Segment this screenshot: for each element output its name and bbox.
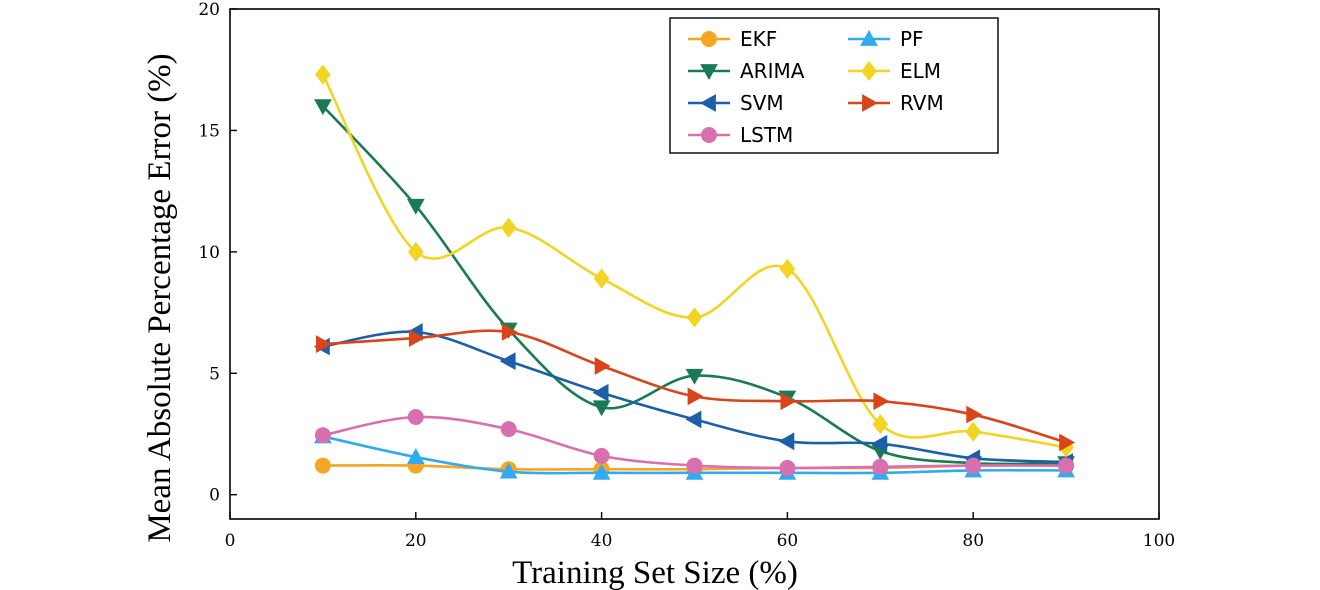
y-tick-label: 10	[198, 243, 220, 263]
y-tick-label: 5	[209, 364, 220, 384]
x-tick-label: 100	[1143, 531, 1175, 551]
legend-label-lstm: LSTM	[740, 123, 793, 147]
data-point-elm	[593, 268, 610, 289]
data-point-lstm	[1058, 457, 1075, 474]
data-point-elm	[965, 421, 982, 442]
data-point-arima	[314, 99, 332, 116]
legend-marker-rvm	[862, 94, 879, 112]
legend-item-arima: ARIMA	[688, 59, 805, 83]
series-rvm	[316, 323, 1076, 452]
data-point-elm	[779, 258, 796, 279]
data-point-rvm	[594, 357, 611, 375]
data-point-arima	[592, 400, 611, 417]
data-point-svm	[778, 432, 795, 451]
data-point-rvm	[966, 405, 983, 424]
data-point-arima	[406, 198, 425, 215]
data-point-svm	[685, 410, 702, 429]
y-tick-label: 0	[209, 486, 220, 506]
series-line-arima	[321, 105, 1067, 466]
legend-marker-arima	[700, 64, 718, 81]
x-tick-label: 60	[777, 531, 799, 551]
x-tick-label: 20	[405, 531, 427, 551]
axis-ticks: 0 20 40 60 80 100 0 5 10 15 20	[198, 0, 1175, 551]
data-point-elm	[686, 307, 703, 328]
legend-item-rvm: RVM	[848, 91, 944, 115]
data-point-lstm	[500, 421, 517, 438]
data-point-lstm	[872, 458, 889, 475]
legend-item-pf: PF	[848, 27, 924, 51]
data-point-rvm	[1059, 433, 1076, 452]
data-point-lstm	[779, 460, 796, 476]
series-layer	[313, 64, 1076, 480]
legend-label-ekf: EKF	[740, 27, 777, 51]
legend-label-svm: SVM	[740, 91, 784, 115]
series-lstm	[314, 409, 1075, 476]
data-point-rvm	[780, 392, 797, 411]
legend-item-svm: SVM	[688, 91, 784, 115]
legend-marker-elm	[861, 60, 877, 82]
data-point-rvm	[873, 392, 890, 411]
data-point-pf	[499, 462, 518, 479]
data-point-elm	[315, 64, 331, 85]
y-tick-label: 15	[198, 121, 220, 141]
legend-item-lstm: LSTM	[688, 123, 793, 147]
data-point-pf	[592, 463, 611, 480]
plot-frame	[229, 8, 1160, 520]
legend-frame	[669, 17, 999, 154]
legend-item-elm: ELM	[848, 59, 941, 83]
x-tick-label: 0	[225, 531, 236, 551]
data-point-lstm	[686, 457, 703, 474]
legend-marker-ekf	[701, 31, 717, 47]
data-point-svm	[871, 434, 888, 453]
legend-label-elm: ELM	[900, 59, 941, 83]
data-point-pf	[406, 448, 425, 464]
data-point-ekf	[314, 457, 331, 474]
data-point-elm	[407, 241, 424, 262]
legend-label-arima: ARIMA	[740, 59, 805, 83]
legend-marker-pf	[860, 29, 878, 46]
data-point-rvm	[501, 323, 518, 341]
data-point-lstm	[593, 447, 610, 464]
x-tick-label: 40	[591, 531, 613, 551]
data-point-svm	[592, 383, 609, 402]
y-axis-title: Mean Absolute Percentage Error (%)	[142, 53, 178, 542]
x-tick-label: 80	[962, 531, 984, 551]
data-point-rvm	[687, 387, 704, 406]
legend-marker-lstm	[701, 127, 717, 143]
data-point-lstm	[314, 427, 331, 444]
data-point-rvm	[316, 335, 332, 353]
legend-label-pf: PF	[900, 27, 924, 51]
x-axis-title: Training Set Size (%)	[512, 555, 798, 590]
series-elm	[315, 64, 1074, 458]
data-point-svm	[499, 352, 516, 370]
legend-item-ekf: EKF	[688, 27, 777, 51]
data-point-arima	[685, 368, 704, 385]
data-point-lstm	[965, 457, 982, 474]
legend-label-rvm: RVM	[900, 91, 944, 115]
data-point-rvm	[408, 329, 425, 347]
data-point-elm	[500, 217, 517, 238]
series-line-rvm	[322, 329, 1067, 444]
y-tick-label: 20	[198, 0, 220, 20]
data-point-elm	[872, 414, 889, 435]
legend: EKF PF ARIMA ELM SVM RVM LSTM	[669, 17, 999, 154]
data-point-lstm	[407, 409, 424, 425]
legend-marker-svm	[699, 94, 716, 112]
